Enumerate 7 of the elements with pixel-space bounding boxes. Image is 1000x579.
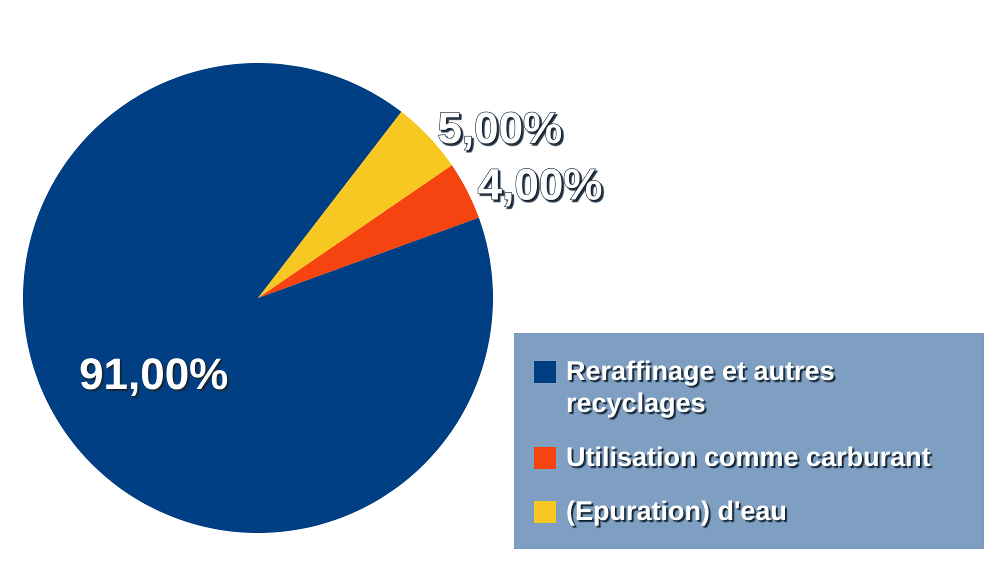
data-label: 5,00%: [437, 104, 562, 153]
legend-label: (Epuration) d'eau: [566, 495, 787, 527]
data-label: 91,00%: [79, 350, 228, 399]
pie-slice: [258, 165, 479, 298]
legend-label: Reraffinage et autres recyclages: [566, 355, 836, 419]
legend-label: Utilisation comme carburant: [566, 441, 931, 473]
data-label: 4,00%: [478, 160, 602, 210]
